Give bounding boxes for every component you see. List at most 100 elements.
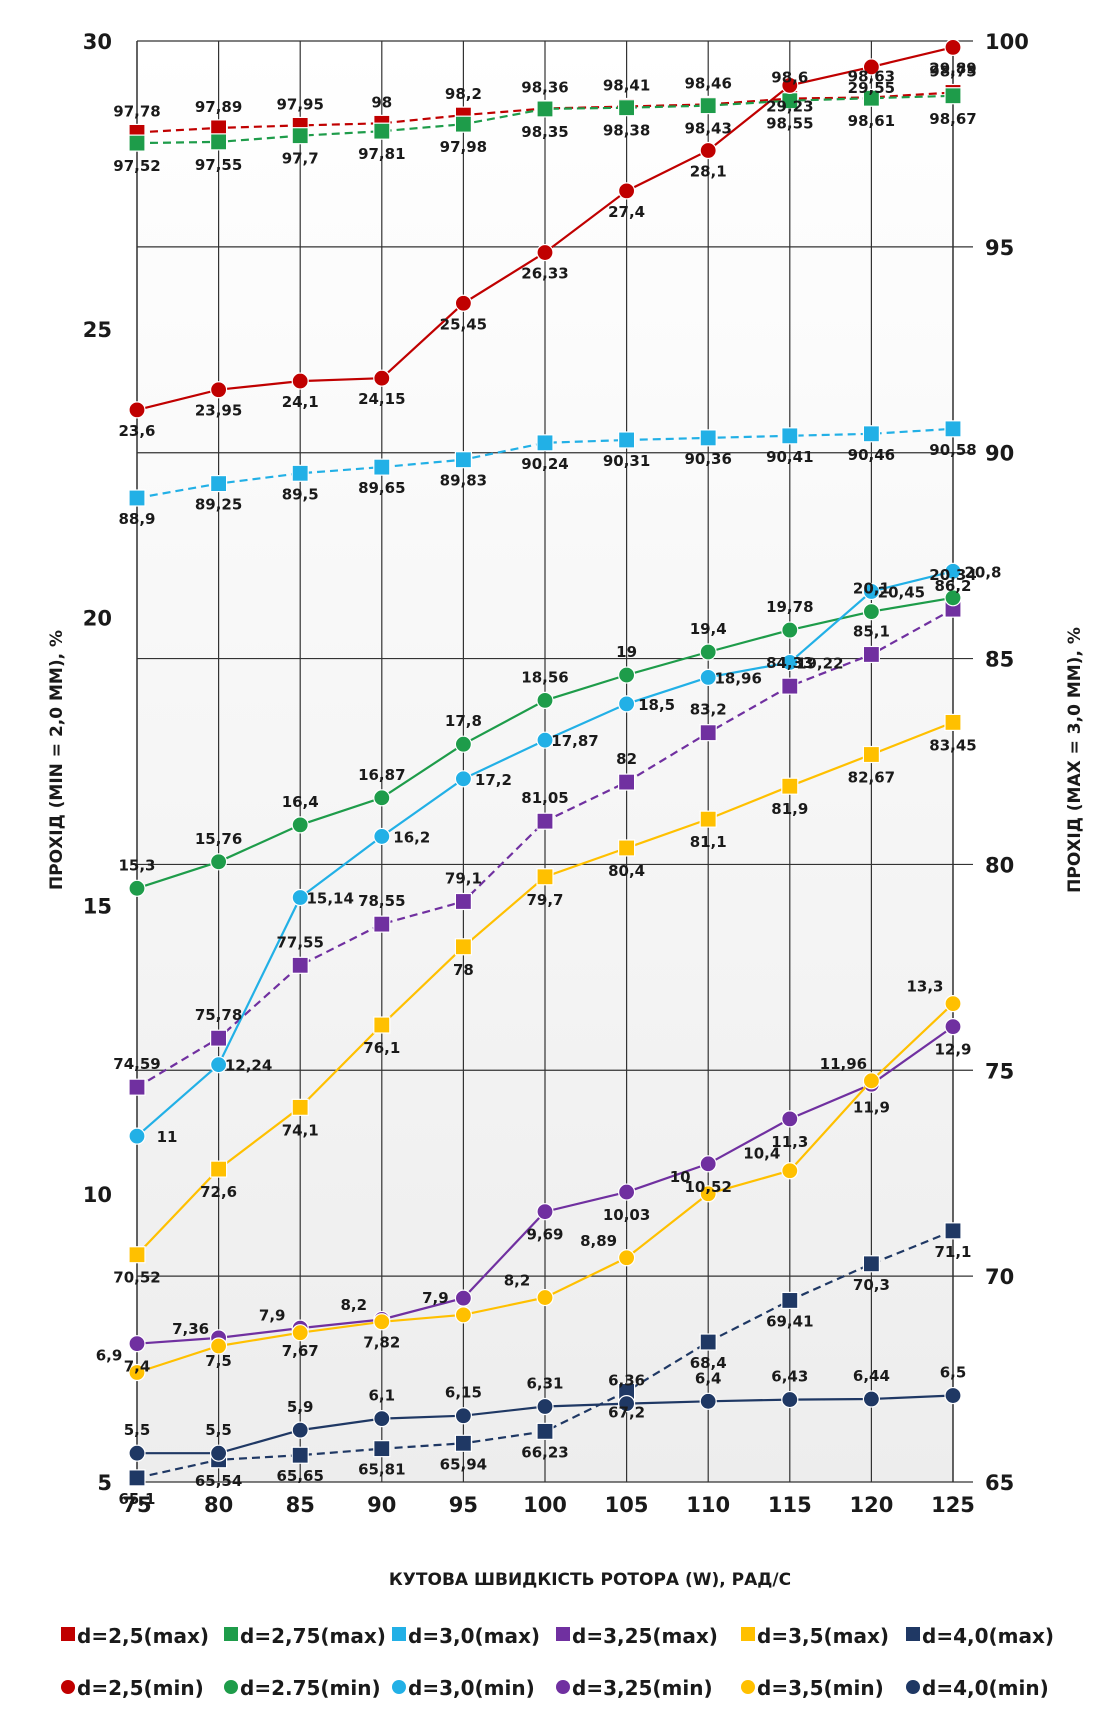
- data-label: 97,55: [195, 156, 242, 174]
- legend-label: d=3,25(min): [572, 1676, 713, 1700]
- data-point: [373, 1313, 391, 1331]
- y-tick-label-right: 100: [985, 30, 1029, 54]
- data-label: 20,1: [853, 580, 890, 598]
- y-tick-label-left: 30: [83, 30, 112, 54]
- data-label: 7,36: [172, 1320, 209, 1338]
- data-label: 97,81: [358, 145, 405, 163]
- data-point: [210, 133, 228, 151]
- data-label: 23,6: [118, 422, 155, 440]
- data-label: 97,89: [195, 98, 242, 116]
- data-label: 13,3: [906, 978, 943, 996]
- data-point: [781, 653, 799, 671]
- data-point: [617, 695, 636, 713]
- data-point: [617, 839, 636, 857]
- legend-label: d=3,5(max): [757, 1624, 889, 1648]
- data-label: 15,3: [118, 856, 155, 874]
- data-point: [617, 99, 636, 117]
- legend-label: d=3,25(max): [572, 1624, 718, 1648]
- data-label: 72,6: [200, 1183, 237, 1201]
- data-point: [210, 1056, 228, 1074]
- data-label: 24,15: [358, 390, 405, 408]
- data-label: 7,9: [422, 1289, 449, 1307]
- data-point: [781, 1291, 799, 1310]
- data-label: 98,61: [848, 112, 895, 130]
- data-point: [944, 562, 962, 580]
- data-point: [454, 451, 472, 469]
- legend: d=2,5(max) d=2,75(max) d=3,0(max) d=3,25(ma…: [61, 1624, 1054, 1700]
- data-label: 78,55: [358, 892, 405, 910]
- data-point: [454, 115, 472, 133]
- legend-item: d=4,0(max): [906, 1624, 1054, 1648]
- data-label: 90,24: [521, 455, 568, 473]
- data-point: [210, 1337, 228, 1355]
- data-point: [454, 294, 472, 312]
- data-label: 98,2: [445, 85, 482, 103]
- series-line: [136, 1229, 954, 1479]
- y-tick-label-right: 80: [985, 853, 1014, 877]
- data-label: 7,4: [124, 1358, 151, 1376]
- data-label: 7,5: [205, 1352, 232, 1370]
- x-tick-label: 95: [449, 1493, 478, 1517]
- data-label: 10: [670, 1168, 691, 1186]
- data-label: 98,43: [684, 120, 731, 138]
- data-label: 70,3: [853, 1276, 890, 1294]
- series-d=3,5(min): [128, 994, 962, 1382]
- data-point: [617, 431, 636, 449]
- data-label: 11,96: [820, 1055, 867, 1073]
- legend-marker: [224, 1627, 238, 1641]
- x-tick-label: 110: [686, 1493, 730, 1517]
- data-point: [373, 122, 391, 140]
- data-point: [210, 1444, 228, 1462]
- y-tick-label-left: 5: [97, 1471, 112, 1495]
- data-label: 12,24: [225, 1057, 272, 1075]
- data-label: 7,82: [363, 1333, 400, 1351]
- data-point: [699, 1333, 717, 1351]
- data-point: [781, 677, 799, 695]
- legend-label: d=2,75(max): [240, 1624, 386, 1648]
- data-label: 6,31: [526, 1374, 563, 1392]
- legend-item: d=2.75(min): [224, 1676, 381, 1700]
- data-label: 71,1: [934, 1243, 971, 1261]
- x-tick-label: 90: [367, 1493, 396, 1517]
- data-point: [373, 458, 391, 476]
- data-label: 29,55: [848, 79, 895, 97]
- data-point: [862, 1390, 881, 1408]
- data-label: 5,5: [205, 1421, 232, 1439]
- legend-marker: [556, 1680, 570, 1694]
- legend-item: d=3,5(min): [741, 1676, 884, 1700]
- data-point: [210, 853, 228, 871]
- data-label: 29,23: [766, 97, 813, 115]
- data-label: 90,31: [603, 452, 650, 470]
- data-label: 97,95: [276, 95, 323, 113]
- data-point: [128, 1363, 146, 1382]
- y-tick-label-left: 10: [83, 1183, 112, 1207]
- data-label: 90,36: [684, 450, 731, 468]
- data-point: [699, 643, 717, 661]
- series-d=2,75(max): [128, 87, 962, 152]
- data-label: 68,4: [690, 1354, 727, 1372]
- data-label: 27,4: [608, 203, 645, 221]
- data-point: [944, 38, 962, 56]
- x-tick-label: 100: [523, 1493, 567, 1517]
- y-tick-label-left: 20: [83, 606, 112, 630]
- data-point: [699, 1392, 717, 1410]
- data-label: 74,59: [113, 1055, 160, 1073]
- data-point: [291, 372, 309, 390]
- data-label: 81,9: [771, 800, 808, 818]
- data-label: 76,1: [363, 1039, 400, 1057]
- data-point: [454, 770, 472, 788]
- data-point: [128, 1246, 146, 1264]
- data-label: 97,52: [113, 157, 160, 175]
- data-label: 82,67: [848, 769, 895, 787]
- data-label: 12,9: [934, 1041, 971, 1059]
- y-tick-label-right: 65: [985, 1471, 1014, 1495]
- data-label: 15,76: [195, 830, 242, 848]
- data-point: [944, 994, 962, 1013]
- data-point: [536, 1397, 554, 1416]
- data-point: [536, 434, 554, 452]
- data-point: [454, 892, 472, 911]
- data-point: [373, 789, 391, 807]
- y-tick-label-right: 90: [985, 442, 1014, 466]
- y-tick-label-right: 75: [985, 1059, 1014, 1083]
- data-point: [617, 773, 636, 791]
